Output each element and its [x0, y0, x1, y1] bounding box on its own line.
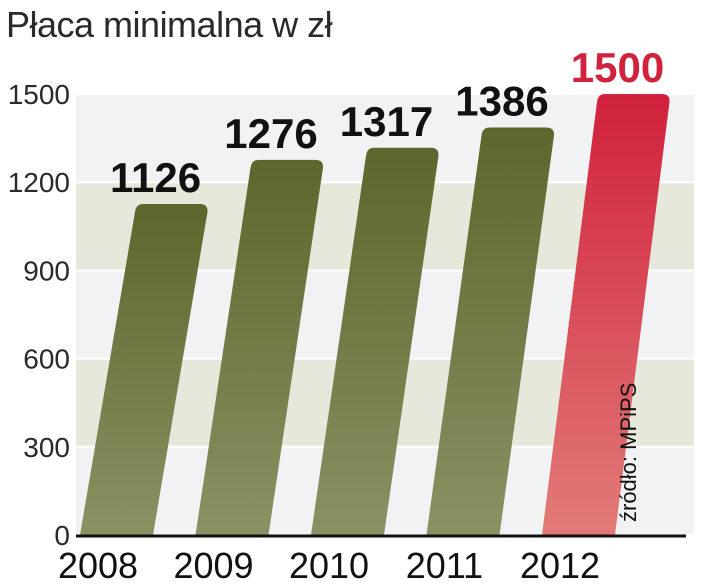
- y-tick-label: 300: [23, 432, 70, 463]
- x-tick-label-2008: 2008: [58, 545, 138, 586]
- x-axis: 2008 2009 2010 2011 2012: [58, 534, 686, 586]
- bar-2009: [195, 159, 324, 535]
- bar-2011: [426, 127, 555, 536]
- value-label-2010: 1317: [340, 98, 433, 145]
- source-note: źródło: MPiPS: [616, 383, 641, 522]
- x-tick-label-2011: 2011: [406, 545, 483, 586]
- bar-2008: [80, 203, 208, 535]
- y-tick-label: 1500: [8, 79, 70, 110]
- value-label-2009: 1276: [224, 110, 317, 157]
- source-note-group: źródło: MPiPS: [616, 383, 641, 522]
- chart-title: Płaca minimalna w zł: [6, 4, 333, 45]
- y-tick-label: 600: [23, 344, 70, 375]
- bar-2010: [311, 147, 439, 535]
- y-tick-label: 900: [23, 255, 70, 286]
- bar-2012: [542, 94, 670, 535]
- x-tick-label-2012: 2012: [520, 545, 600, 586]
- value-label-2011: 1386: [455, 78, 548, 125]
- value-labels: 1126 1276 1317 1386 1500: [110, 44, 664, 201]
- x-tick-label-2010: 2010: [289, 545, 369, 586]
- bars: [80, 94, 670, 536]
- x-tick-label-2009: 2009: [173, 545, 253, 586]
- y-tick-label: 0: [54, 520, 70, 551]
- y-axis: 0 300 600 900 1200 1500: [8, 79, 70, 551]
- y-tick-label: 1200: [8, 167, 70, 198]
- value-label-2008: 1126: [110, 154, 201, 201]
- value-label-2012: 1500: [571, 44, 664, 91]
